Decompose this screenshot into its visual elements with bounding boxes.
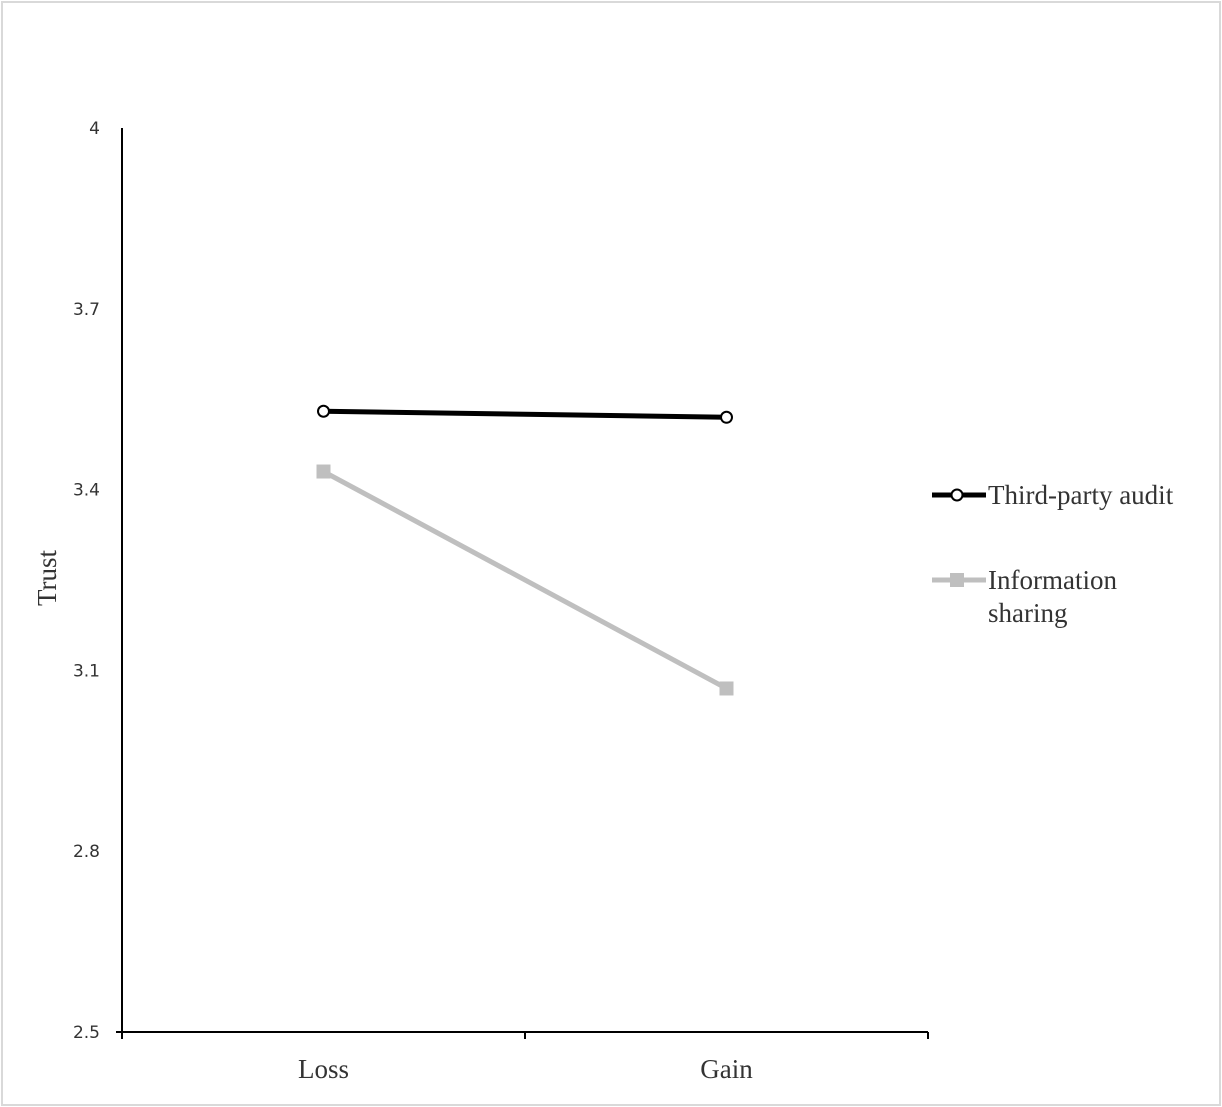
legend-label: Information bbox=[988, 565, 1117, 595]
data-point bbox=[316, 464, 331, 479]
x-category-label: Gain bbox=[700, 1054, 753, 1084]
y-tick-label: 3.7 bbox=[73, 300, 100, 320]
y-tick-label: 2.8 bbox=[73, 842, 100, 862]
data-point bbox=[317, 404, 330, 418]
x-category-labels: Loss Gain bbox=[298, 1054, 753, 1084]
legend-marker bbox=[950, 488, 964, 502]
y-tick-label: 3.1 bbox=[73, 661, 100, 681]
series-group bbox=[316, 404, 734, 696]
legend-label: sharing bbox=[988, 598, 1067, 628]
y-tick-labels: 2.5 2.8 3.1 3.4 3.7 4 bbox=[73, 119, 100, 1043]
legend-marker bbox=[950, 573, 964, 587]
axes bbox=[116, 128, 929, 1039]
legend-label: Third-party audit bbox=[988, 480, 1174, 510]
data-point bbox=[720, 410, 733, 424]
y-tick-label: 2.5 bbox=[73, 1023, 100, 1043]
y-axis-title: Trust bbox=[32, 549, 62, 606]
series-line-1 bbox=[322, 469, 728, 691]
y-tick-label: 4 bbox=[89, 119, 100, 139]
series-line-0 bbox=[323, 408, 727, 420]
y-tick-label: 3.4 bbox=[73, 481, 100, 501]
data-point bbox=[719, 681, 734, 696]
x-category-label: Loss bbox=[298, 1054, 349, 1084]
